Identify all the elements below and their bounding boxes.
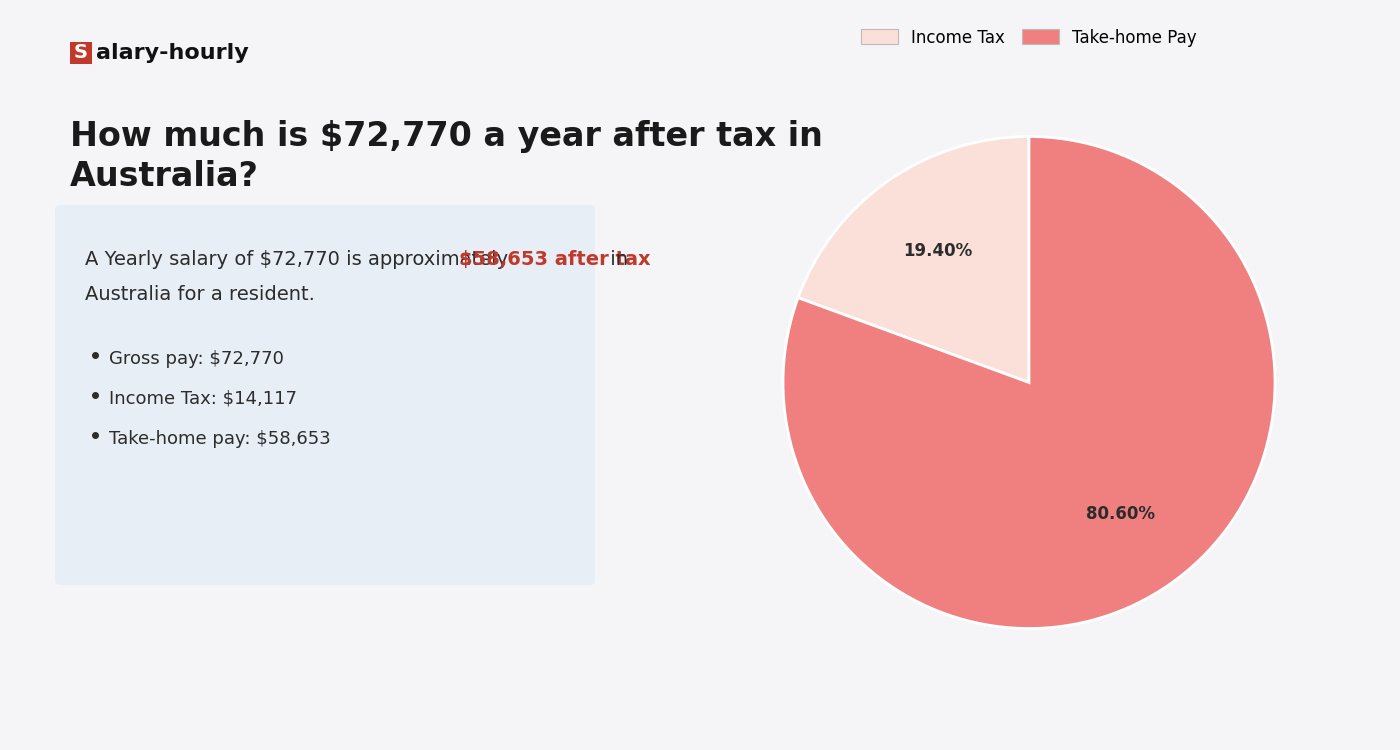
Text: How much is $72,770 a year after tax in: How much is $72,770 a year after tax in <box>70 120 823 153</box>
Text: Gross pay: $72,770: Gross pay: $72,770 <box>109 350 284 368</box>
Text: Take-home pay: $58,653: Take-home pay: $58,653 <box>109 430 330 448</box>
Wedge shape <box>798 136 1029 382</box>
Text: A Yearly salary of $72,770 is approximately: A Yearly salary of $72,770 is approximat… <box>85 250 514 269</box>
Text: S: S <box>74 44 88 62</box>
Text: alary-hourly: alary-hourly <box>97 43 249 63</box>
FancyBboxPatch shape <box>55 205 595 585</box>
Legend: Income Tax, Take-home Pay: Income Tax, Take-home Pay <box>855 22 1203 53</box>
Text: $58,653 after tax: $58,653 after tax <box>459 250 651 269</box>
Wedge shape <box>783 136 1275 628</box>
FancyBboxPatch shape <box>70 42 92 64</box>
Text: 80.60%: 80.60% <box>1086 505 1155 523</box>
Text: Income Tax: $14,117: Income Tax: $14,117 <box>109 390 297 408</box>
Text: in: in <box>603 250 627 269</box>
Text: Australia for a resident.: Australia for a resident. <box>85 285 315 304</box>
Text: 19.40%: 19.40% <box>903 242 972 260</box>
Text: Australia?: Australia? <box>70 160 259 193</box>
